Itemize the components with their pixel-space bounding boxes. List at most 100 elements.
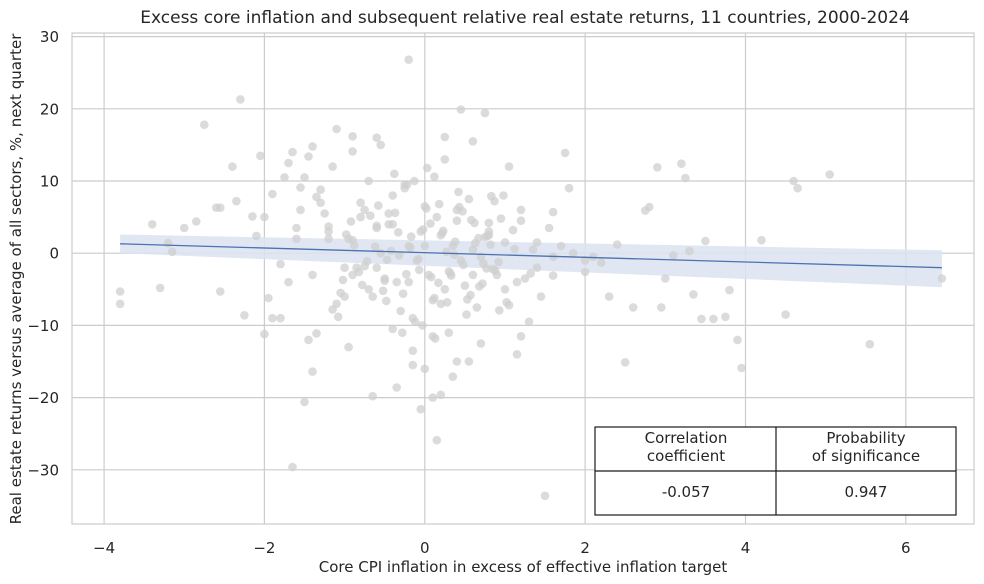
- scatter-point: [430, 172, 439, 181]
- scatter-point: [288, 462, 297, 472]
- scatter-point: [308, 367, 317, 376]
- scatter-point: [167, 247, 177, 257]
- scatter-point: [216, 287, 225, 296]
- scatter-point: [540, 491, 550, 501]
- scatter-point: [276, 313, 285, 323]
- scatter-point: [580, 267, 590, 277]
- scatter-point: [620, 358, 630, 367]
- x-tick-label: 6: [901, 539, 911, 557]
- scatter-point: [296, 183, 305, 192]
- scatter-point: [380, 276, 390, 286]
- scatter-point: [394, 228, 403, 237]
- scatter-point: [512, 350, 522, 359]
- scatter-point: [596, 258, 606, 267]
- scatter-point: [388, 220, 398, 229]
- scatter-point: [564, 183, 574, 193]
- scatter-point: [414, 254, 423, 264]
- scatter-point: [346, 217, 356, 226]
- scatter-point: [370, 242, 380, 251]
- scatter-point: [260, 329, 269, 339]
- scatter-point: [200, 120, 209, 129]
- scatter-point: [657, 303, 666, 312]
- scatter-point: [382, 255, 392, 264]
- scatter-point: [232, 196, 241, 206]
- scatter-point: [332, 124, 341, 134]
- scatter-point: [548, 207, 558, 217]
- scatter-point: [422, 204, 431, 213]
- scatter-point: [467, 215, 476, 225]
- scatter-point: [236, 95, 245, 104]
- scatter-point: [434, 199, 444, 209]
- scatter-point: [316, 185, 325, 194]
- y-tick-label: 10: [40, 173, 59, 191]
- y-tick-labels: −30 −20 −10 0 10 20 30: [27, 28, 59, 479]
- scatter-point: [452, 205, 462, 215]
- scatter-point: [115, 299, 125, 309]
- scatter-point: [414, 265, 424, 275]
- scatter-point: [789, 176, 798, 186]
- scatter-point: [612, 240, 622, 249]
- chart-title: Excess core inflation and subsequent rel…: [140, 8, 909, 28]
- scatter-point: [426, 272, 436, 282]
- x-axis-label: Core CPI inflation in excess of effectiv…: [319, 558, 728, 576]
- table-value-correlation: -0.057: [662, 483, 710, 501]
- scatter-point: [280, 173, 289, 182]
- scatter-point: [436, 390, 446, 400]
- scatter-point: [300, 173, 309, 182]
- scatter-point: [568, 248, 578, 258]
- scatter-point: [357, 280, 367, 290]
- y-tick-label: 30: [40, 28, 59, 46]
- scatter-point: [468, 137, 478, 146]
- scatter-point: [382, 296, 391, 306]
- scatter-point: [516, 216, 526, 225]
- scatter-point: [697, 314, 706, 324]
- scatter-point: [292, 234, 301, 244]
- scatter-point: [338, 275, 348, 285]
- x-tick-label: 2: [580, 539, 590, 557]
- scatter-point: [288, 147, 297, 157]
- scatter-point: [418, 225, 428, 234]
- scatter-point: [484, 218, 494, 228]
- scatter-point: [737, 363, 746, 373]
- scatter-point: [757, 235, 766, 245]
- confidence-band-layer: [120, 234, 942, 288]
- scatter-point: [296, 205, 305, 215]
- x-tick-label: −4: [93, 539, 115, 557]
- scatter-point: [304, 152, 313, 161]
- scatter-point: [376, 248, 386, 258]
- plot-area-border: [71, 32, 975, 525]
- scatter-point: [344, 342, 353, 352]
- scatter-point: [216, 203, 225, 212]
- scatter-point: [460, 281, 470, 291]
- scatter-point: [362, 256, 372, 266]
- scatter-point: [388, 191, 398, 200]
- scatter-point: [725, 285, 734, 295]
- scatter-point: [284, 158, 293, 168]
- scatter-point: [356, 198, 365, 207]
- scatter-point: [406, 243, 415, 252]
- scatter-point: [494, 257, 503, 267]
- y-tick-label: −20: [27, 389, 59, 407]
- scatter-point: [468, 270, 478, 280]
- scatter-point: [653, 163, 662, 172]
- scatter-point: [304, 335, 313, 345]
- scatter-point: [516, 205, 526, 215]
- scatter-point: [438, 226, 448, 236]
- scatter-point: [456, 105, 466, 114]
- scatter-point: [376, 140, 386, 150]
- scatter-point: [495, 306, 504, 315]
- scatter-point: [504, 300, 514, 310]
- scatter-point: [312, 329, 321, 338]
- y-tick-label: 0: [49, 245, 59, 263]
- confidence-band: [120, 234, 942, 288]
- scatter-point: [556, 241, 566, 251]
- scatter-point: [500, 238, 510, 247]
- scatter-point: [444, 328, 454, 338]
- scatter-point: [308, 142, 317, 151]
- scatter-point: [328, 305, 337, 314]
- scatter-point: [147, 220, 157, 229]
- scatter-point: [475, 282, 484, 291]
- scatter-point: [432, 212, 442, 222]
- scatter-point: [378, 286, 388, 296]
